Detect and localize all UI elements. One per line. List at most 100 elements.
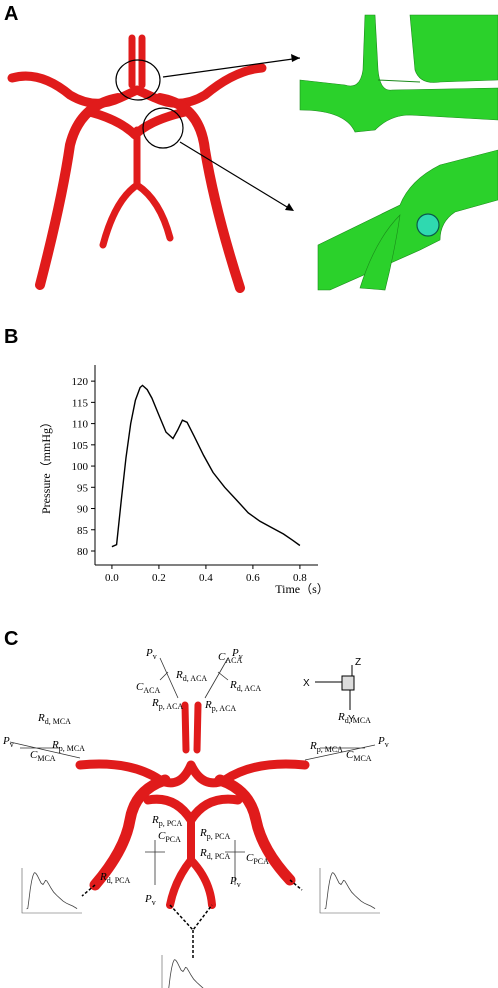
- symbol: R: [151, 697, 159, 709]
- symbol: R: [99, 871, 107, 883]
- subscript: d, MCA: [345, 716, 371, 725]
- circuit-label: Rp, PCA: [151, 814, 183, 828]
- y-tick-label: 80: [77, 546, 89, 558]
- mini-waveform: [319, 868, 380, 914]
- y-tick-label: 120: [72, 376, 89, 388]
- circuit-label: Rd, MCA: [337, 711, 371, 725]
- mini-waveform: [161, 955, 204, 988]
- circuit-label: Rd, PCA: [99, 871, 131, 885]
- panel-label: B: [4, 326, 18, 348]
- symbol: C: [136, 681, 144, 693]
- circuit-label: Pv: [229, 875, 241, 889]
- subscript: v: [237, 880, 241, 889]
- symbol: R: [337, 711, 345, 723]
- subscript: p, PCA: [207, 832, 231, 841]
- vessel-model: [75, 701, 310, 909]
- symbol: R: [37, 712, 45, 724]
- subscript: MCA: [37, 754, 55, 763]
- subscript: p, ACA: [159, 702, 184, 711]
- axis-z: Z: [355, 657, 361, 668]
- pressure-chart: Time（s） Pressure（mmHg） 80 85 90 95 100 105 110…: [39, 365, 329, 596]
- symbol: R: [229, 679, 237, 691]
- symbol: C: [346, 749, 354, 761]
- axis-x: X: [303, 678, 310, 689]
- subscript: v: [239, 652, 243, 661]
- symbol: R: [199, 827, 207, 839]
- circuit-label: Rp, ACA: [204, 699, 236, 713]
- symbol: R: [175, 669, 183, 681]
- circuit-wiring: [9, 657, 376, 960]
- subscript: PCA: [165, 835, 181, 844]
- x-tick-label: 0.2: [152, 572, 166, 584]
- y-tick-label: 85: [77, 525, 89, 537]
- symbol: P: [145, 647, 153, 659]
- mini-axes: [319, 868, 380, 914]
- circuit-label: Pv: [231, 647, 243, 661]
- circuit-label: Rd, ACA: [175, 669, 207, 683]
- y-tick-label: 110: [72, 419, 89, 431]
- x-tick-label: 0.6: [246, 572, 260, 584]
- vessel-3d: [7, 34, 301, 293]
- subscript: d, MCA: [45, 717, 71, 726]
- circuit-label: CACA: [218, 651, 242, 665]
- axes-triad: X Y Z: [303, 657, 361, 725]
- circuit-label: CMCA: [346, 749, 372, 763]
- symbol: C: [30, 749, 38, 761]
- circuit-label: Pv: [145, 647, 157, 661]
- circuit-label: Rp, MCA: [309, 740, 343, 754]
- subscript: v: [152, 898, 156, 907]
- symbol: R: [199, 847, 207, 859]
- mini-line: [26, 872, 78, 910]
- subscript: v: [10, 740, 14, 749]
- symbol: P: [229, 875, 237, 887]
- symbol: C: [158, 830, 166, 842]
- subscript: MCA: [353, 754, 371, 763]
- symbol: P: [2, 735, 10, 747]
- subscript: d, ACA: [183, 674, 208, 683]
- symbol: P: [144, 893, 152, 905]
- subscript: d, ACA: [237, 684, 262, 693]
- symbol: C: [246, 852, 254, 864]
- mini-axes: [21, 868, 82, 914]
- symbol: P: [377, 735, 385, 747]
- y-tick-label: 95: [77, 482, 89, 494]
- symbol: R: [51, 739, 59, 751]
- panel-label: C: [4, 628, 18, 650]
- y-tick-label: 105: [72, 440, 89, 452]
- panel-label: A: [4, 3, 18, 25]
- axis-y: Y: [348, 714, 355, 725]
- y-axis-title: Pressure（mmHg）: [39, 416, 53, 514]
- subscript: ACA: [225, 656, 242, 665]
- symbol: C: [218, 651, 226, 663]
- subscript: p, ACA: [212, 704, 237, 713]
- circuit-label: CMCA: [30, 749, 56, 763]
- circuit-label: Rp, MCA: [51, 739, 85, 753]
- mini-line: [324, 872, 376, 910]
- circuit-label: Rp, ACA: [151, 697, 183, 711]
- circuit-label: CACA: [136, 681, 160, 695]
- mini-axes: [161, 955, 163, 988]
- circuit-label: Pv: [377, 735, 389, 749]
- subscript: ACA: [143, 686, 160, 695]
- circuit-label: Rp, PCA: [199, 827, 231, 841]
- circuit-label: CPCA: [246, 852, 269, 866]
- y-tick-label: 90: [77, 504, 89, 516]
- circuit-label: Pv: [2, 735, 14, 749]
- circuit-label: Rd, PCA: [199, 847, 231, 861]
- subscript: p, PCA: [159, 819, 183, 828]
- circuit-label: Pv: [144, 893, 156, 907]
- subscript: p, MCA: [317, 745, 343, 754]
- mini-waveform: [21, 868, 82, 914]
- pressure-line: [111, 384, 301, 548]
- mini-line: [168, 959, 204, 988]
- subscript: p, MCA: [59, 744, 85, 753]
- subscript: v: [153, 652, 157, 661]
- mesh-zoom: [299, 14, 498, 291]
- x-axis-title: Time（s）: [275, 582, 329, 596]
- subscript: PCA: [253, 857, 269, 866]
- symbol: R: [309, 740, 317, 752]
- symbol: P: [231, 647, 239, 659]
- x-tick-label: 0.4: [199, 572, 213, 584]
- circuit-label: Rd, ACA: [229, 679, 261, 693]
